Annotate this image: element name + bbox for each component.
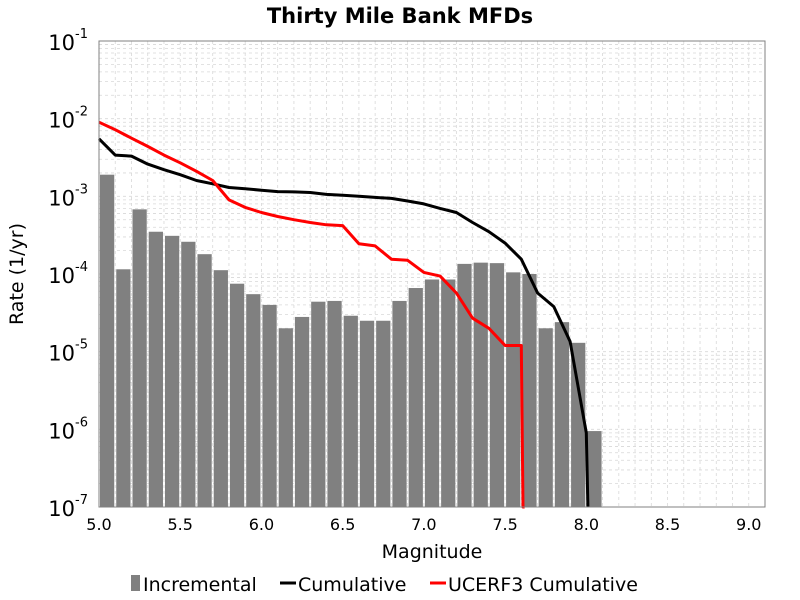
incremental-bar <box>473 262 488 507</box>
incremental-bar <box>197 254 212 507</box>
incremental-bar <box>571 342 586 507</box>
cumulative-line <box>97 137 590 508</box>
incremental-bar <box>522 274 537 507</box>
chart-title: Thirty Mile Bank MFDs <box>267 4 533 28</box>
incremental-bar <box>392 300 407 507</box>
y-tick-label: 10-4 <box>48 260 88 288</box>
incremental-bar <box>132 209 147 508</box>
incremental-bar <box>116 269 131 507</box>
x-tick-label: 9.0 <box>736 515 761 534</box>
incremental-bar <box>327 300 342 507</box>
incremental-bar <box>100 174 115 507</box>
incremental-bar <box>538 328 553 507</box>
incremental-bar <box>408 288 423 507</box>
cumulative-lines <box>97 120 590 509</box>
y-tick-label: 10-1 <box>48 27 88 55</box>
x-tick-label: 5.5 <box>167 515 192 534</box>
incremental-bar <box>554 322 570 507</box>
incremental-bar <box>424 279 440 507</box>
incremental-bar <box>489 263 505 507</box>
x-tick-label: 6.5 <box>330 515 355 534</box>
x-tick-label: 7.0 <box>411 515 436 534</box>
incremental-bar <box>457 263 472 507</box>
plot-frame <box>98 40 766 508</box>
incremental-bar <box>343 315 358 507</box>
incremental-bar <box>148 231 163 507</box>
legend: Incremental Cumulative UCERF3 Cumulative <box>131 574 638 596</box>
legend-label-incremental: Incremental <box>143 574 257 596</box>
y-tick-label: 10-2 <box>48 105 88 133</box>
legend-label-ucerf3: UCERF3 Cumulative <box>448 574 638 596</box>
incremental-bar <box>311 301 326 507</box>
incremental-bar <box>246 294 261 507</box>
legend-swatch-incremental <box>131 575 140 591</box>
incremental-bar <box>262 304 277 507</box>
incremental-bar <box>506 272 521 507</box>
y-axis-label: Rate (1/yr) <box>6 223 28 325</box>
incremental-bar <box>229 283 245 507</box>
incremental-bars <box>100 174 602 508</box>
y-tick-labels: 10-1 10-2 10-3 10-4 10-5 10-6 10-7 <box>48 27 88 521</box>
incremental-bar <box>278 328 293 507</box>
incremental-bar <box>294 316 310 507</box>
x-tick-label: 5.0 <box>86 515 111 534</box>
incremental-bar <box>441 279 456 507</box>
y-tick-label: 10-6 <box>48 415 88 443</box>
legend-label-cumulative: Cumulative <box>298 574 406 596</box>
incremental-bar <box>359 320 375 507</box>
x-axis-label: Magnitude <box>382 541 483 563</box>
y-tick-label: 10-7 <box>48 493 88 521</box>
ucerf3-cumulative-line <box>98 120 525 509</box>
x-tick-label: 8.0 <box>574 515 599 534</box>
incremental-bar <box>181 241 196 508</box>
x-tick-label: 6.0 <box>249 515 274 534</box>
y-tick-label: 10-5 <box>48 338 88 366</box>
x-tick-label: 7.5 <box>492 515 517 534</box>
x-tick-labels: 5.0 5.5 6.0 6.5 7.0 7.5 8.0 8.5 9.0 <box>86 515 761 534</box>
y-tick-label: 10-3 <box>48 182 88 210</box>
incremental-bar <box>213 270 228 507</box>
incremental-bar <box>587 431 602 507</box>
incremental-bar <box>376 320 391 507</box>
x-tick-label: 8.5 <box>655 515 680 534</box>
incremental-bar <box>164 235 180 507</box>
